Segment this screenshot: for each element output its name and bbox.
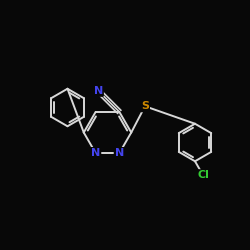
Text: N: N [91, 148, 100, 158]
Text: N: N [94, 86, 103, 96]
Text: N: N [91, 148, 100, 158]
Text: S: S [141, 101, 149, 111]
Text: N: N [115, 148, 124, 158]
Text: N: N [94, 86, 103, 96]
Text: N: N [115, 148, 124, 158]
Text: Cl: Cl [197, 170, 209, 180]
Text: Cl: Cl [197, 170, 209, 180]
Text: S: S [141, 101, 149, 111]
